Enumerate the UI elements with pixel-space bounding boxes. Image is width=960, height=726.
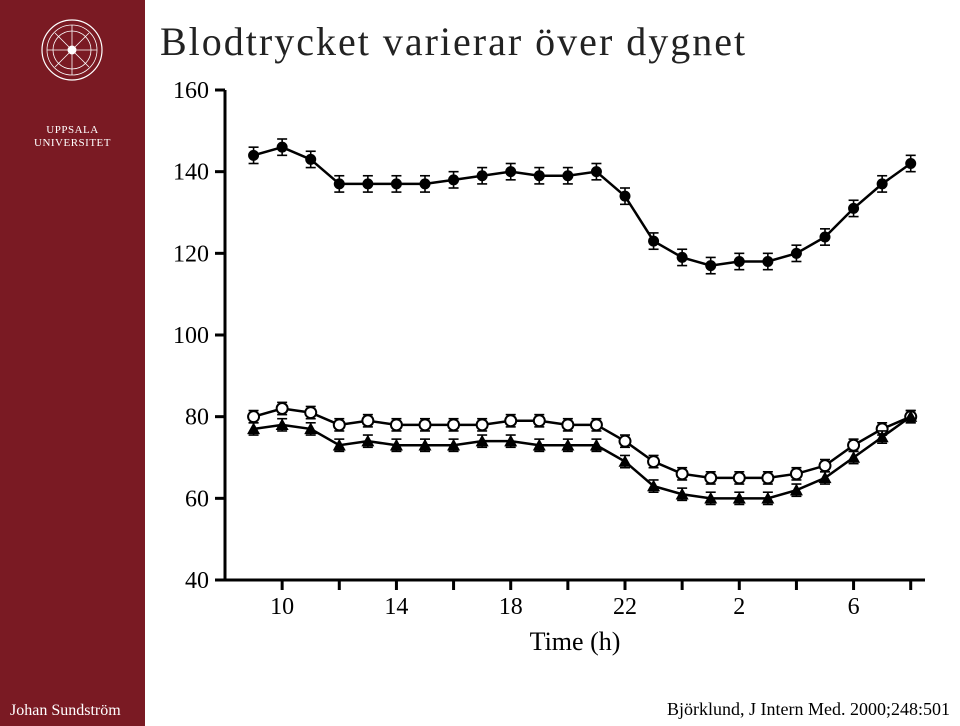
- svg-text:60: 60: [185, 486, 209, 512]
- bp-diurnal-chart: 4060801001201401601014182226Time (h): [155, 70, 945, 660]
- university-seal-icon: [0, 0, 145, 120]
- svg-text:6: 6: [848, 594, 860, 620]
- svg-text:18: 18: [499, 594, 523, 620]
- svg-text:40: 40: [185, 568, 209, 594]
- logo-line-1: UPPSALA: [0, 124, 145, 137]
- logo-line-2: UNIVERSITET: [0, 137, 145, 150]
- svg-text:120: 120: [173, 241, 209, 267]
- svg-text:80: 80: [185, 405, 209, 431]
- svg-text:140: 140: [173, 160, 209, 186]
- footer-citation: Björklund, J Intern Med. 2000;248:501: [667, 699, 950, 720]
- slide-title: Blodtrycket varierar över dygnet: [160, 18, 747, 65]
- footer-author: Johan Sundström: [10, 702, 121, 720]
- svg-text:160: 160: [173, 78, 209, 104]
- logo-text: UPPSALA UNIVERSITET: [0, 124, 145, 149]
- svg-text:Time (h): Time (h): [530, 627, 621, 656]
- svg-text:100: 100: [173, 323, 209, 349]
- sidebar: UPPSALA UNIVERSITET Johan Sundström: [0, 0, 145, 726]
- svg-text:22: 22: [613, 594, 637, 620]
- svg-text:14: 14: [384, 594, 408, 620]
- svg-text:10: 10: [270, 594, 294, 620]
- svg-text:2: 2: [733, 594, 745, 620]
